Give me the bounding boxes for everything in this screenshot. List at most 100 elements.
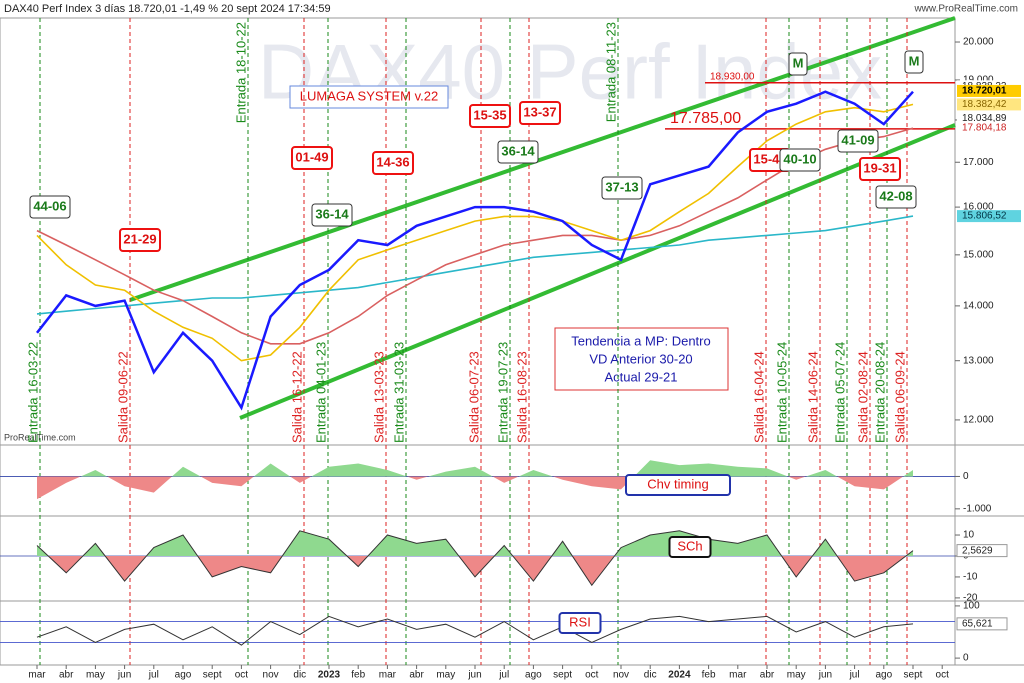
price-tag [957,98,1021,111]
signal-box [904,50,924,74]
signal-label: Entrada 19-07-23 [495,342,510,443]
system-box [289,85,449,109]
signal-box-text: 37-13 [605,179,638,194]
series-line [36,103,914,362]
x-tick-label: ago [175,670,192,681]
price-label: 18.034,89 [962,113,1007,124]
signal-box-text: 41-09 [841,132,874,147]
value-label: 65,621 [962,618,993,629]
signal-label: Salida 09-06-22 [115,351,130,443]
signal-label: Salida 16-08-23 [514,351,529,443]
signal-box-text: M [793,55,804,70]
x-tick-label: may [86,670,105,681]
x-tick-label: jun [818,670,832,681]
y-tick-label: -20 [963,593,978,604]
signal-label: Salida 13-03-23 [371,351,386,443]
trend-text: VD Anterior 30-20 [589,351,692,366]
value-label: 2,5629 [962,545,993,556]
signal-label: Salida 06-07-23 [466,351,481,443]
y-tick-label: 12.000 [963,415,994,426]
series-line [36,90,914,411]
signal-label: Entrada 05-07-24 [832,342,847,443]
y-tick-label: 15.000 [963,249,994,260]
series-group [36,90,914,411]
value-tag [956,617,1008,631]
channel-line [239,123,956,420]
y-tick-label: 0 [963,471,969,482]
price-tag [957,210,1021,223]
y-tick-label: 100 [963,601,980,612]
x-tick-label: ago [525,670,542,681]
signal-box [788,52,808,76]
signal-label: Entrada 08-11-23 [603,22,618,122]
trend-box [554,327,729,391]
value-tag [956,544,1008,558]
x-tick-label: may [787,670,806,681]
x-tick-label: feb [702,670,716,681]
x-tick-label: jun [117,670,131,681]
x-tick-label: abr [760,670,775,681]
level-label: 18.930,00 [710,71,755,82]
area-negative [37,476,913,500]
panel-title-box [625,474,731,496]
signal-label: Entrada 31-03-23 [391,342,406,443]
price-tag [957,112,1021,125]
y-tick-label: 17.000 [963,157,994,168]
signal-box [601,176,643,200]
x-tick-label: jun [467,670,481,681]
signal-box [311,203,353,227]
signal-label: Entrada 16-03-22 [25,342,40,443]
signal-label: Salida 16-12-22 [289,351,304,443]
signal-box-text: 21-29 [123,231,156,246]
series-line [36,127,914,345]
signal-label: Entrada 20-08-24 [872,342,887,443]
x-tick-label: mar [379,670,397,681]
signal-box [291,146,333,170]
area-positive [80,460,913,477]
x-tick-label: nov [613,670,629,681]
signal-box-text: 01-49 [295,149,328,164]
signal-box [837,129,879,153]
x-tick-label: ago [875,670,892,681]
signal-box-text: 36-14 [315,206,349,221]
brand: www.ProRealTime.com [913,4,1018,15]
x-tick-label: oct [585,670,599,681]
x-tick-label: jul [498,670,509,681]
chart-title: DAX40 Perf Index 3 días 18.720,01 -1,49 … [4,3,331,15]
x-tick-label: abr [59,670,74,681]
x-tick-label: jul [148,670,159,681]
signal-label: Entrada 04-01-23 [313,342,328,443]
price-label: 18.720,01 [962,86,1007,97]
signal-label: Salida 06-09-24 [892,351,907,443]
x-tick-label: sept [904,670,923,681]
x-tick-label: 2023 [318,670,341,681]
y-tick-label: 10 [963,530,975,541]
y-tick-label: 14.000 [963,301,994,312]
signal-box-text: 44-06 [33,198,66,213]
signal-box [497,140,539,164]
x-tick-label: dic [644,670,657,681]
indicator-line [36,530,914,587]
signal-box-text: 40-10 [783,151,816,166]
signal-label: Salida 14-06-24 [805,351,820,443]
panel-title-box [668,536,712,558]
panel-title: SCh [677,538,702,553]
signal-label: Salida 16-04-24 [751,351,766,443]
signal-box [372,151,414,175]
y-tick-label: -10 [963,572,978,583]
signal-box [29,195,71,219]
x-tick-label: oct [235,670,249,681]
price-label: 15.806,52 [962,211,1007,222]
signal-box-text: 13-37 [523,104,556,119]
x-tick-label: oct [936,670,950,681]
signal-box-text: 15-35 [473,107,506,122]
x-tick-label: mar [28,670,46,681]
indicator-line [36,615,914,646]
x-tick-label: mar [729,670,747,681]
signal-box-text: 15-40 [753,151,786,166]
y-tick-label: 16.000 [963,202,994,213]
panel-title: RSI [569,614,591,629]
trend-text: Actual 29-21 [605,369,678,384]
x-tick-label: abr [409,670,424,681]
